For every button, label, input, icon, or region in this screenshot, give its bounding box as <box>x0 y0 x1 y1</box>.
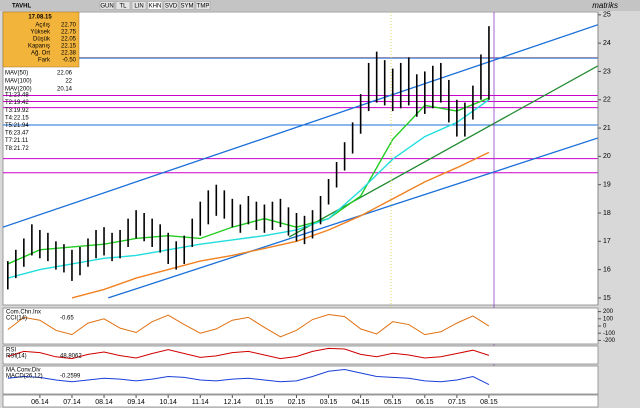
x-tick-label: 11.14 <box>192 399 209 406</box>
level-label: T1:23.48 <box>5 93 29 99</box>
info-value: -0.50 <box>62 58 76 64</box>
toolbar-button[interactable] <box>147 1 163 10</box>
toolbar-button[interactable] <box>179 1 195 10</box>
level-label: T7:21.11 <box>5 138 29 144</box>
x-tick-label: 08.15 <box>480 399 498 406</box>
indicator-value: -0.2599 <box>60 374 81 380</box>
indicator-value: -0.65 <box>60 316 74 322</box>
info-label: Düşük <box>33 37 51 43</box>
legend-value: 22.06 <box>57 71 73 77</box>
info-value: 22.05 <box>61 37 77 43</box>
y-tick-label: 25 <box>603 12 611 19</box>
indicator-tick-label: 0 <box>603 324 607 330</box>
indicator-tick-label: 100 <box>603 316 614 322</box>
info-label: Yüksek <box>30 30 51 36</box>
indicator-panel <box>2 307 599 345</box>
indicator-tick-label: -100 <box>603 331 616 337</box>
indicator-tick-label: 200 <box>603 309 614 315</box>
toolbar-button[interactable] <box>99 1 115 10</box>
toolbar-button[interactable] <box>131 1 147 10</box>
indicator-name: MACD(26,12) <box>6 374 43 380</box>
x-tick-label: 12.14 <box>224 399 242 406</box>
x-tick-label: 07.14 <box>63 399 81 406</box>
plot-area <box>3 24 598 299</box>
toolbar-button-label: TL <box>119 4 127 10</box>
info-label: Açılış <box>35 23 50 29</box>
x-tick-label: 01.15 <box>256 399 274 406</box>
legend-name: MAV(50) <box>5 71 28 77</box>
toolbar-button[interactable] <box>115 1 131 10</box>
x-tick-label: 07.15 <box>448 399 466 406</box>
brand: matriks <box>592 1 618 10</box>
trend-line <box>108 137 598 299</box>
level-label: T5:21.94 <box>5 123 29 129</box>
level-label: T3:19.92 <box>5 108 29 114</box>
legend-value: 20.14 <box>57 87 73 93</box>
legend-name: MAV(200) <box>5 87 32 93</box>
y-tick-label: 20 <box>603 153 611 160</box>
moving-average <box>71 151 490 299</box>
info-value: 22.75 <box>61 30 77 36</box>
indicator-title: MA.Conv.Div <box>6 368 41 374</box>
info-value: 22.15 <box>61 44 77 50</box>
info-value: 22.38 <box>61 51 77 57</box>
x-tick-label: 09.14 <box>127 399 145 406</box>
y-tick-label: 15 <box>603 295 611 302</box>
info-label: Ağ. Ort <box>31 51 50 57</box>
info-box <box>2 11 80 68</box>
level-label: T4:22.15 <box>5 115 29 121</box>
toolbar-button-label: LIN <box>134 4 143 10</box>
indicator-name: CCI(14) <box>6 316 27 322</box>
indicator-line <box>7 313 490 338</box>
toolbar-button-label: SYM <box>180 4 193 10</box>
info-label: Kapanış <box>28 44 50 50</box>
toolbar-button-label: GUN <box>100 4 113 10</box>
y-tick-label: 18 <box>603 210 611 217</box>
toolbar-button-label: KHN <box>149 4 162 10</box>
x-tick-label: 06.15 <box>416 399 434 406</box>
y-tick-label: 22 <box>603 97 611 104</box>
x-tick-label: 10.14 <box>159 399 177 406</box>
toolbar <box>0 0 640 11</box>
legend-name: MAV(100) <box>5 79 32 85</box>
y-tick-label: 19 <box>603 182 611 189</box>
toolbar-button-label: TMP <box>197 4 210 10</box>
indicator-line <box>7 368 490 385</box>
info-label: Fark <box>38 58 51 64</box>
y-tick-label: 24 <box>603 40 611 47</box>
trend-line <box>3 24 598 228</box>
indicator-line <box>7 347 490 360</box>
x-tick-label: 03.15 <box>320 399 338 406</box>
x-tick-label: 08.14 <box>95 399 113 406</box>
indicator-tick-label: -200 <box>603 338 616 344</box>
info-date: 17.08.15 <box>28 15 52 21</box>
x-tick-label: 02.15 <box>288 399 306 406</box>
legend-value: 22 <box>65 79 72 85</box>
level-label: T8:21.72 <box>5 146 29 152</box>
indicator-title: Com.Chn.Inx <box>6 310 41 316</box>
toolbar-button[interactable] <box>163 1 179 10</box>
y-tick-label: 21 <box>603 125 611 132</box>
x-tick-label: 06.14 <box>31 399 49 406</box>
y-tick-label: 23 <box>603 68 611 75</box>
x-tick-label: 04.15 <box>352 399 370 406</box>
level-label: T2:19.42 <box>5 100 29 106</box>
x-axis-strip <box>2 394 599 408</box>
indicator-title: RSI <box>6 348 16 354</box>
x-tick-label: 05.15 <box>384 399 402 406</box>
indicator-name: RSI(14) <box>6 354 27 360</box>
indicator-value: 48.8062 <box>60 354 82 360</box>
info-value: 22.70 <box>61 23 77 29</box>
toolbar-button-label: SVD <box>165 4 178 10</box>
y-tick-label: 17 <box>603 238 611 245</box>
level-label: T6:23.47 <box>5 131 29 137</box>
symbol: TAVHL <box>12 4 31 10</box>
y-tick-label: 16 <box>603 266 611 273</box>
toolbar-button[interactable] <box>195 1 211 10</box>
